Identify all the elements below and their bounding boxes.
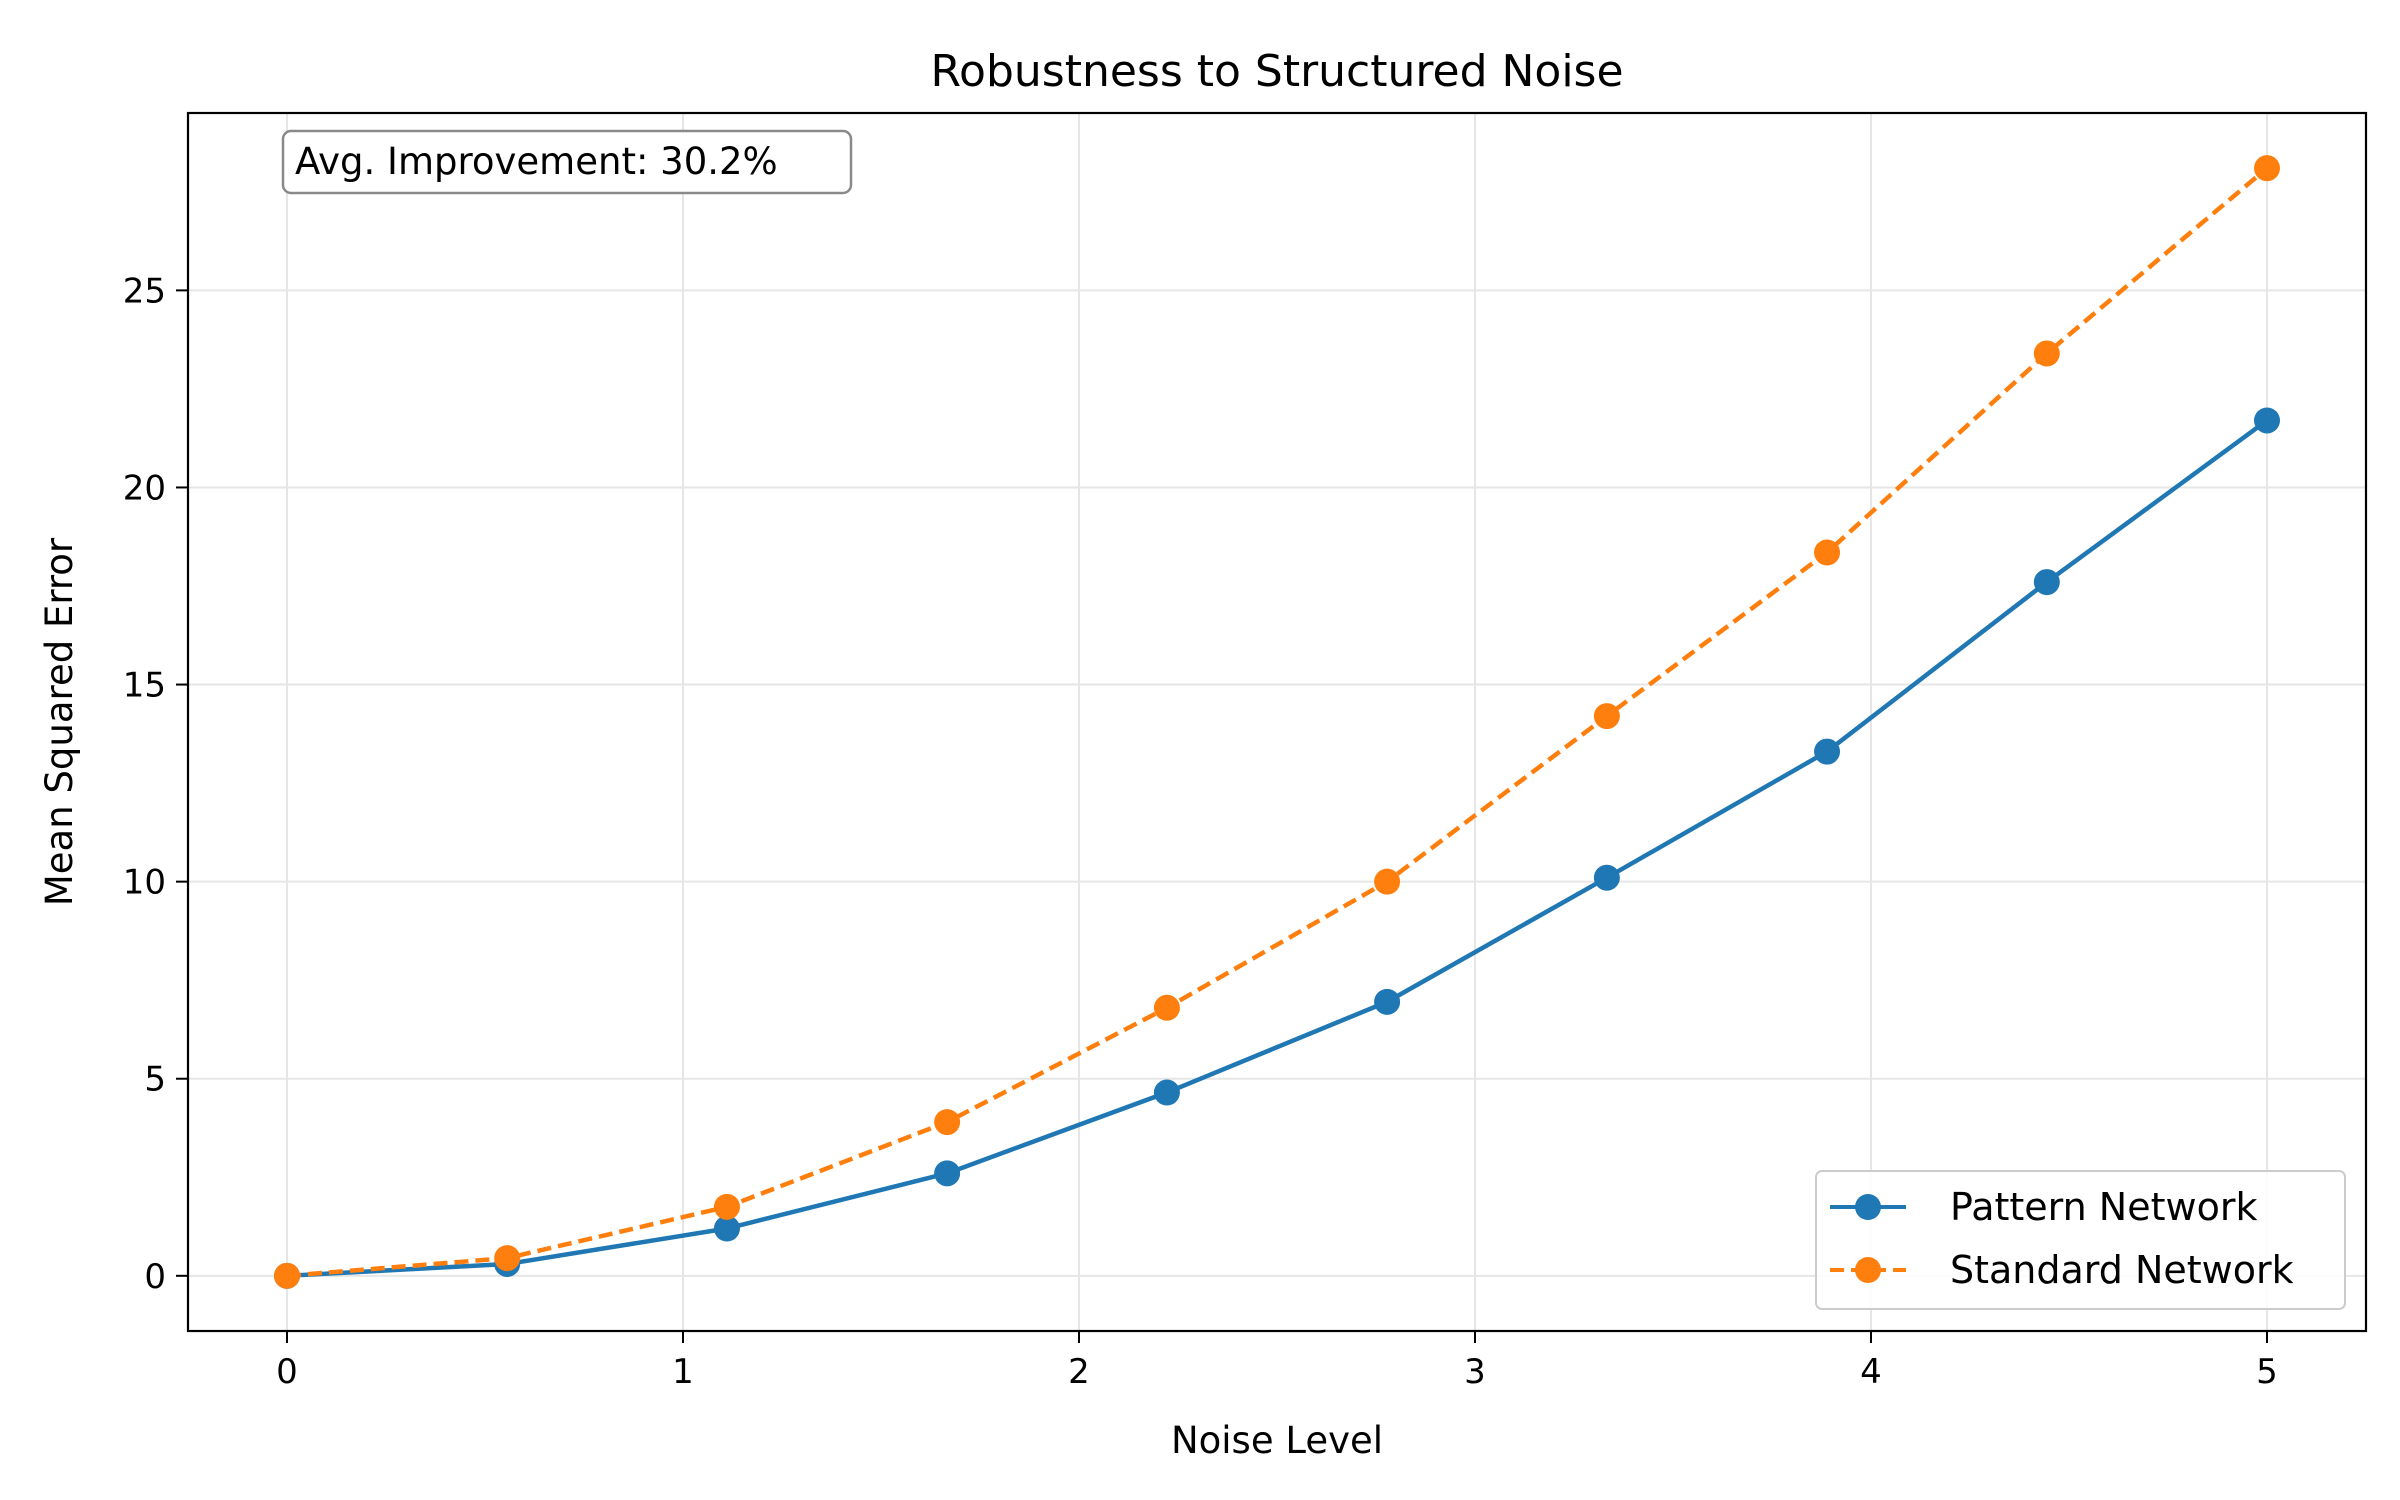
data-point-standard bbox=[1593, 703, 1620, 730]
x-tick-label: 2 bbox=[1068, 1352, 1090, 1392]
y-tick-label: 20 bbox=[123, 468, 166, 508]
x-tick-label: 3 bbox=[1464, 1352, 1486, 1392]
annotation-text: Avg. Improvement: 30.2% bbox=[295, 140, 778, 183]
data-point-standard bbox=[934, 1109, 961, 1136]
data-point-pattern bbox=[934, 1160, 961, 1187]
y-tick-label: 0 bbox=[144, 1257, 166, 1297]
y-axis-label: Mean Squared Error bbox=[38, 537, 81, 906]
legend-label-standard: Standard Network bbox=[1950, 1248, 2294, 1292]
x-tick-label: 0 bbox=[276, 1352, 298, 1392]
series-line-pattern bbox=[286, 418, 2269, 1279]
data-point-pattern bbox=[1814, 738, 1841, 765]
legend-label-pattern: Pattern Network bbox=[1950, 1185, 2257, 1229]
y-tick-label: 15 bbox=[123, 666, 166, 706]
chart-title: Robustness to Structured Noise bbox=[930, 46, 1623, 97]
data-point-standard bbox=[1153, 994, 1180, 1021]
x-tick-label: 4 bbox=[1860, 1352, 1882, 1392]
legend: Pattern Network Standard Network bbox=[1815, 1170, 2346, 1310]
data-point-pattern bbox=[1593, 864, 1620, 891]
data-point-pattern bbox=[1374, 988, 1401, 1015]
data-point-standard bbox=[2033, 340, 2060, 367]
data-point-standard bbox=[494, 1245, 521, 1272]
annotation-box: Avg. Improvement: 30.2% bbox=[281, 129, 853, 195]
data-point-standard bbox=[713, 1193, 740, 1220]
series-group bbox=[274, 155, 2280, 1289]
x-tick-label: 5 bbox=[2256, 1352, 2278, 1392]
legend-frame bbox=[1815, 1170, 2346, 1310]
x-tick-label: 1 bbox=[672, 1352, 694, 1392]
plot-frame bbox=[186, 111, 2368, 1333]
data-point-standard bbox=[1374, 868, 1401, 895]
data-point-pattern bbox=[713, 1215, 740, 1242]
data-point-standard bbox=[274, 1262, 300, 1289]
legend-marker-standard bbox=[1855, 1257, 1881, 1283]
data-point-pattern bbox=[1153, 1079, 1180, 1106]
data-point-pattern bbox=[2254, 407, 2280, 434]
annotation-frame bbox=[281, 129, 853, 195]
ticks: 0 1 2 3 4 5 0 5 10 15 20 25 bbox=[123, 271, 2278, 1392]
data-point-pattern bbox=[2033, 569, 2060, 596]
data-point-standard bbox=[1814, 539, 1841, 566]
legend-marker-pattern bbox=[1855, 1194, 1881, 1220]
y-tick-label: 25 bbox=[123, 271, 166, 311]
series-line-standard bbox=[286, 166, 2269, 1279]
data-point-standard bbox=[2254, 155, 2280, 182]
y-tick-label: 10 bbox=[123, 863, 166, 903]
y-tick-label: 5 bbox=[144, 1060, 166, 1100]
x-axis-label: Noise Level bbox=[1171, 1419, 1383, 1462]
